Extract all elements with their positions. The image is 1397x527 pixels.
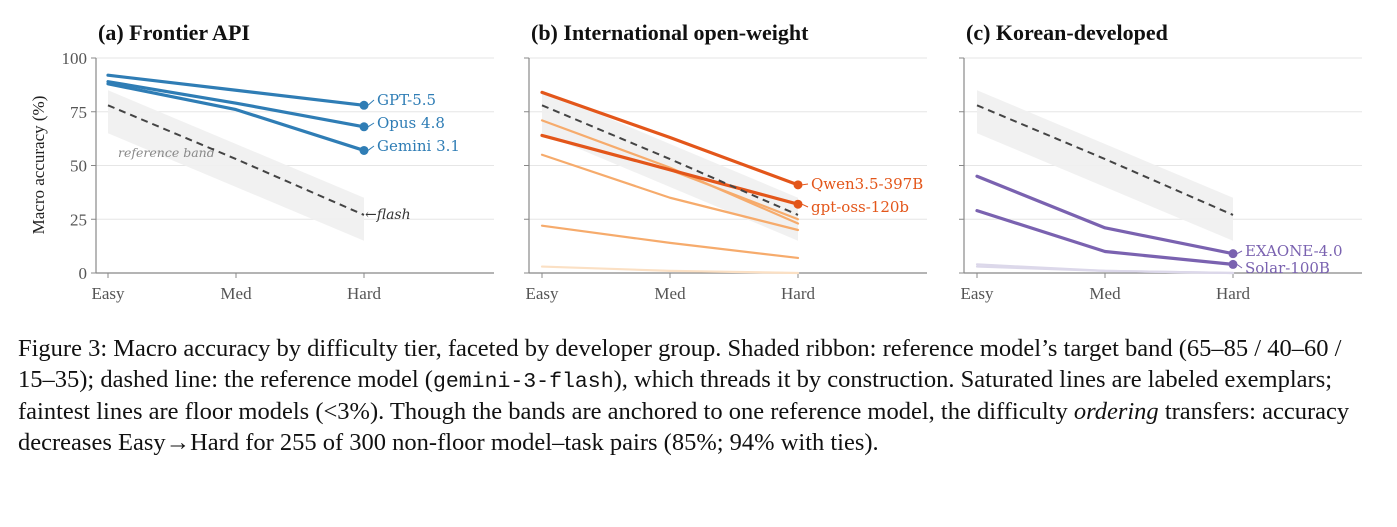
series-endpoint-marker [359, 145, 369, 155]
series-line [975, 265, 1235, 275]
x-tick-label: Easy [91, 284, 125, 303]
series-label: Qwen3.5-397B [811, 175, 923, 193]
series-line [106, 82, 366, 153]
series-endpoint-marker [793, 199, 803, 209]
series-endpoint-marker [793, 180, 803, 190]
panel-title: (b) International open-weight [531, 20, 809, 45]
series-line [540, 224, 800, 260]
chart-panel-1: (b) International open-weight Easy Med Hard… [524, 20, 927, 303]
y-axis-label: Macro accuracy (%) [29, 96, 48, 235]
caption-text-1: Figure 3: Macro accuracy by difficulty t… [18, 335, 1342, 393]
series-endpoint-marker [1228, 259, 1238, 269]
reference-band [977, 90, 1233, 241]
series-line [975, 174, 1235, 256]
panel-title: (a) Frontier API [98, 20, 250, 45]
x-tick-label: Med [1089, 284, 1121, 303]
series-line [540, 119, 800, 225]
label-leader [1236, 263, 1243, 269]
reference-line-label: ←flash [365, 207, 411, 223]
x-tick-label: Easy [525, 284, 559, 303]
x-tick-label: Med [220, 284, 252, 303]
series-line [106, 80, 366, 129]
label-leader [367, 99, 375, 106]
series-line [540, 133, 800, 206]
reference-band [108, 90, 364, 241]
x-tick-label: Hard [781, 284, 815, 303]
y-tick-label: 0 [79, 264, 88, 283]
x-tick-label: Hard [1216, 284, 1250, 303]
y-tick-label: 50 [70, 157, 87, 176]
caption-text-3: transfers: accuracy decreases Easy→Hard … [18, 398, 1350, 456]
x-tick-label: Med [654, 284, 686, 303]
y-tick-label: 100 [62, 49, 88, 68]
reference-line [107, 104, 365, 216]
series-label: Opus 4.8 [377, 114, 445, 132]
label-leader [367, 122, 375, 128]
series-line [540, 90, 800, 187]
reference-band [542, 90, 798, 241]
caption-text-2: ), which threads it by construction. Sat… [18, 365, 1333, 426]
series-label: EXAONE-4.0 [1245, 242, 1343, 260]
reference-line [541, 104, 799, 216]
series-label: Gemini 3.1 [377, 137, 460, 155]
series-endpoint-marker [359, 100, 369, 110]
x-tick-label: Easy [960, 284, 994, 303]
series-label: Solar-100B [1245, 259, 1330, 277]
series-label: GPT-5.5 [377, 91, 436, 109]
series-endpoint-marker [1228, 249, 1238, 259]
series-line [540, 265, 800, 275]
series-line [106, 73, 366, 107]
label-leader [367, 145, 375, 151]
figure: (a) Frontier API 0 25 50 75 100 Easy Med Hard Mac… [29, 20, 1362, 303]
reference-line [976, 104, 1234, 216]
chart-panel-0: (a) Frontier API 0 25 50 75 100 Easy Med Hard Mac… [29, 20, 494, 303]
figure-caption: Figure 3: Macro accuracy by difficulty t… [18, 334, 1380, 458]
y-tick-label: 75 [70, 103, 87, 122]
chart-panel-2: (c) Korean-developed Easy Med Hard EXAONE-4.… [959, 20, 1362, 303]
y-tick-label: 25 [70, 210, 87, 229]
caption-code: gemini-3-flash [432, 369, 614, 394]
label-leader [801, 203, 809, 208]
label-leader [1236, 250, 1243, 255]
label-leader [801, 183, 809, 186]
series-endpoint-marker [359, 122, 369, 132]
panel-title: (c) Korean-developed [966, 20, 1168, 45]
caption-emphasis: ordering [1073, 398, 1159, 425]
x-tick-label: Hard [347, 284, 381, 303]
series-line [975, 209, 1235, 266]
series-label: gpt-oss-120b [811, 198, 909, 216]
reference-band-label: reference band [118, 145, 215, 160]
series-line [540, 153, 800, 232]
